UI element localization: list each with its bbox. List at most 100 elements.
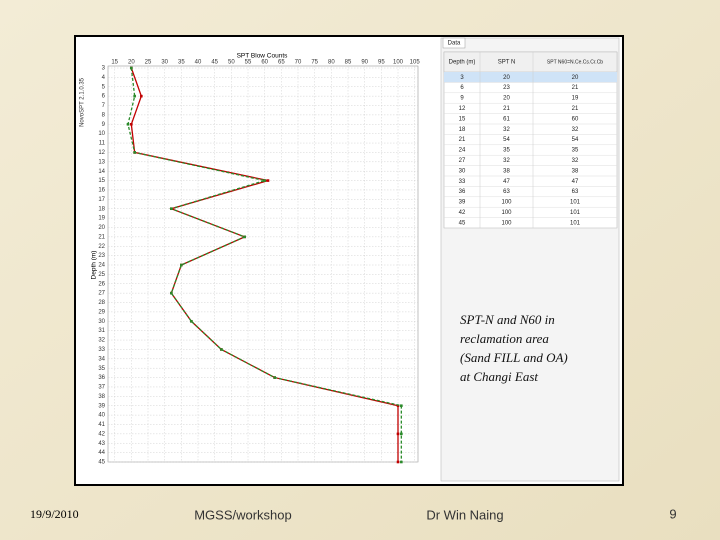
data-point — [400, 404, 403, 408]
app-label: NovoSPT 2.1.0.35 — [80, 77, 86, 127]
table-cell: 60 — [572, 116, 579, 122]
table-cell: 30 — [459, 168, 466, 174]
table-cell: 20 — [503, 96, 510, 102]
x-tick-label: 55 — [245, 60, 252, 66]
table-cell: 42 — [459, 210, 466, 216]
table-cell: 45 — [459, 220, 466, 226]
x-tick-label: 65 — [278, 60, 285, 66]
y-tick-label: 42 — [98, 431, 105, 437]
plot-area — [107, 65, 419, 463]
y-tick-label: 23 — [98, 253, 105, 259]
caption-line: (Sand FILL and OA) — [460, 350, 568, 365]
series-line — [127, 67, 402, 462]
y-tick-label: 11 — [99, 141, 106, 147]
y-tick-label: 27 — [98, 291, 105, 297]
y-tick-label: 30 — [98, 319, 105, 325]
data-point — [140, 94, 143, 98]
table-cell: 20 — [503, 75, 510, 81]
data-point — [263, 179, 266, 182]
header-cell: SPT N — [498, 60, 516, 66]
y-tick-label: 33 — [98, 347, 105, 353]
y-tick-label: 6 — [102, 94, 106, 100]
table-cell: 100 — [501, 200, 512, 206]
data-point — [126, 122, 130, 126]
caption-line: at Changi East — [460, 369, 538, 384]
table-cell: 101 — [570, 220, 581, 226]
y-tick-label: 43 — [98, 441, 105, 447]
y-tick-label: 40 — [98, 413, 105, 419]
table-cell: 23 — [503, 85, 510, 91]
x-tick-label: 80 — [328, 60, 335, 66]
y-tick-label: 21 — [98, 234, 105, 240]
data-point — [400, 432, 403, 436]
tab-label[interactable]: Data — [448, 41, 461, 47]
table-cell: 21 — [572, 106, 579, 112]
table-cell: 6 — [460, 85, 464, 91]
y-tick-label: 5 — [102, 84, 106, 90]
x-tick-label: 95 — [378, 60, 385, 66]
y-tick-label: 14 — [98, 169, 105, 175]
y-tick-label: 4 — [102, 75, 106, 81]
y-tick-label: 26 — [98, 281, 105, 287]
data-point — [133, 151, 136, 154]
data-point — [170, 291, 173, 295]
y-tick-label: 24 — [98, 263, 105, 269]
y-tick-label: 41 — [98, 422, 105, 428]
caption-line: SPT-N and N60 in — [460, 312, 555, 327]
table-cell: 12 — [459, 106, 466, 112]
table-cell: 32 — [572, 127, 579, 133]
y-tick-label: 35 — [98, 366, 105, 372]
x-tick-label: 100 — [393, 60, 404, 66]
data-point — [273, 376, 276, 379]
y-tick-label: 38 — [98, 394, 105, 400]
table-cell: 27 — [459, 158, 466, 164]
x-tick-label: 70 — [295, 60, 302, 66]
table-cell: 63 — [572, 189, 579, 195]
table-cell: 33 — [459, 179, 466, 185]
table-cell: 35 — [503, 148, 510, 154]
x-tick-label: 15 — [111, 60, 118, 66]
x-tick-label: 25 — [145, 60, 152, 66]
table-cell: 15 — [459, 116, 466, 122]
table-cell: 19 — [572, 96, 579, 102]
y-tick-label: 15 — [98, 178, 105, 184]
data-point — [130, 66, 133, 70]
table-cell: 39 — [459, 200, 466, 206]
footer-date: 19/9/2010 — [30, 507, 79, 521]
data-point — [243, 235, 246, 239]
y-tick-label: 10 — [98, 131, 105, 137]
data-point — [220, 348, 223, 351]
data-point — [396, 460, 400, 464]
table-cell: 32 — [572, 158, 579, 164]
table-cell: 38 — [503, 168, 510, 174]
table-cell: 36 — [459, 189, 466, 195]
footer-page: 9 — [669, 506, 676, 521]
table-cell: 47 — [503, 179, 510, 185]
header-cell: Depth (m) — [449, 60, 476, 66]
x-tick-label: 20 — [128, 60, 135, 66]
data-point — [133, 94, 136, 98]
x-tick-label: 30 — [161, 60, 168, 66]
x-tick-label: 90 — [361, 60, 368, 66]
table-cell: 101 — [570, 200, 581, 206]
y-tick-label: 28 — [98, 300, 105, 306]
table-cell: 24 — [459, 148, 466, 154]
table-cell: 100 — [501, 210, 512, 216]
table-cell: 9 — [460, 96, 464, 102]
y-tick-label: 34 — [98, 356, 105, 362]
x-axis-title: SPT Blow Counts — [237, 53, 289, 60]
table-cell: 63 — [503, 189, 510, 195]
y-tick-label: 13 — [98, 159, 105, 165]
tab[interactable] — [442, 37, 466, 49]
footer-author: Dr Win Naing — [426, 507, 503, 522]
y-tick-label: 3 — [102, 66, 106, 72]
y-tick-label: 19 — [98, 216, 105, 222]
y-tick-label: 17 — [98, 197, 105, 203]
table-cell: 100 — [501, 220, 512, 226]
table-cell: 18 — [459, 127, 466, 133]
table-cell: 21 — [459, 137, 466, 143]
y-tick-label: 8 — [102, 112, 106, 118]
data-point — [190, 319, 193, 323]
y-tick-label: 20 — [98, 225, 105, 231]
caption-line: reclamation area — [460, 331, 549, 346]
